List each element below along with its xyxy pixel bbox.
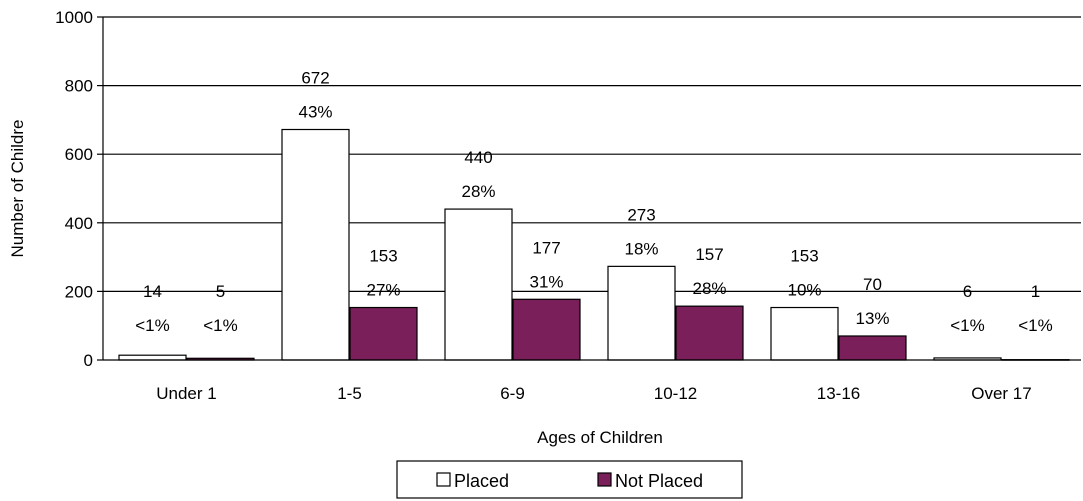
data-label-count: 5 xyxy=(216,282,225,301)
data-label-percent: <1% xyxy=(1018,316,1053,335)
data-label-percent: <1% xyxy=(135,316,170,335)
data-label-count: 153 xyxy=(790,247,818,266)
data-label-percent: 28% xyxy=(692,279,726,298)
bars xyxy=(118,128,1070,361)
gridlines xyxy=(103,16,1081,292)
x-category-label: 13-16 xyxy=(817,384,860,403)
bar-not-placed xyxy=(838,335,907,361)
bar-placed xyxy=(118,354,187,361)
data-labels: <1% 14 <1% 5 43% 672 27% 153 28% 440 31% 177 18% 273 2… xyxy=(135,69,1053,335)
data-label-count: 672 xyxy=(301,69,329,88)
data-label-percent: 28% xyxy=(461,182,495,201)
bar-placed xyxy=(444,208,513,361)
legend-label-not-placed: Not Placed xyxy=(615,471,703,491)
data-label-percent: 27% xyxy=(366,281,400,300)
x-axis-title: Ages of Children xyxy=(537,428,663,447)
data-label-count: 153 xyxy=(369,247,397,266)
legend-label-placed: Placed xyxy=(454,471,509,491)
legend-box xyxy=(396,460,743,499)
x-category-label: 1-5 xyxy=(337,384,362,403)
data-label-count: 273 xyxy=(627,205,655,224)
legend-swatch-placed xyxy=(436,472,451,487)
y-axis-title: Number of Childre xyxy=(8,120,27,258)
y-axis-ticks: 0 200 400 600 800 1000 xyxy=(55,8,103,370)
data-label-percent: <1% xyxy=(203,316,238,335)
bar-placed xyxy=(770,306,839,361)
data-label-count: 6 xyxy=(963,282,972,301)
data-label-count: 157 xyxy=(695,245,723,264)
y-tick-label: 1000 xyxy=(55,8,93,27)
data-label-percent: 43% xyxy=(298,103,332,122)
bar-placed xyxy=(607,265,676,361)
y-tick-label: 0 xyxy=(84,351,93,370)
data-label-percent: 18% xyxy=(624,239,658,258)
y-tick-label: 600 xyxy=(65,145,93,164)
bar-placed xyxy=(281,128,350,361)
data-label-percent: 31% xyxy=(529,272,563,291)
legend: Placed Not Placed xyxy=(396,460,743,499)
y-tick-label: 400 xyxy=(65,214,93,233)
x-category-label: 6-9 xyxy=(500,384,525,403)
data-label-percent: <1% xyxy=(950,316,985,335)
data-label-count: 14 xyxy=(143,282,162,301)
x-category-label: 10-12 xyxy=(654,384,697,403)
bar-not-placed xyxy=(675,305,744,361)
bar-not-placed xyxy=(349,306,418,361)
data-label-percent: 13% xyxy=(855,309,889,328)
y-tick-label: 800 xyxy=(65,77,93,96)
x-axis-category-labels: Under 1 1-5 6-9 10-12 13-16 Over 17 xyxy=(156,384,1031,403)
x-category-label: Over 17 xyxy=(971,384,1031,403)
data-label-count: 177 xyxy=(532,238,560,257)
bar-not-placed xyxy=(512,298,581,361)
y-tick-label: 200 xyxy=(65,282,93,301)
x-category-label: Under 1 xyxy=(156,384,216,403)
data-label-count: 440 xyxy=(464,148,492,167)
legend-swatch-not-placed xyxy=(597,472,612,487)
data-label-count: 70 xyxy=(863,275,882,294)
data-label-count: 1 xyxy=(1031,282,1040,301)
data-label-percent: 10% xyxy=(787,281,821,300)
